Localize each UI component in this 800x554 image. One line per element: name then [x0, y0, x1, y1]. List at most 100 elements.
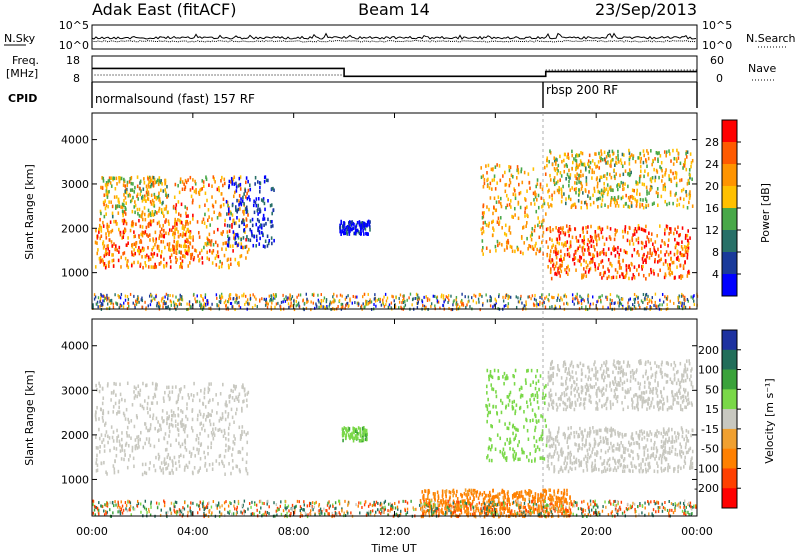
data-cell — [682, 166, 684, 170]
data-cell — [263, 201, 266, 206]
data-cell — [272, 208, 275, 212]
data-cell — [619, 301, 622, 305]
data-cell — [555, 252, 557, 257]
data-cell — [95, 461, 97, 465]
data-cell — [603, 392, 605, 396]
data-cell — [555, 181, 558, 185]
data-cell — [673, 276, 676, 280]
noise-sky-label: N.Sky — [4, 32, 36, 45]
data-cell — [182, 454, 185, 459]
data-cell — [489, 295, 491, 299]
data-cell — [556, 188, 559, 193]
data-cell — [666, 432, 669, 437]
data-cell — [593, 467, 596, 472]
data-cell — [554, 449, 556, 454]
data-cell — [666, 407, 669, 412]
data-cell — [617, 381, 620, 385]
data-cell — [651, 296, 653, 300]
data-cell — [379, 297, 382, 301]
data-cell — [342, 438, 344, 443]
data-cell — [165, 231, 167, 236]
data-cell — [102, 224, 105, 228]
data-cell — [490, 299, 492, 303]
data-cell — [398, 306, 400, 310]
data-cell — [133, 242, 136, 246]
data-cell — [122, 235, 125, 239]
data-cell — [172, 204, 175, 209]
data-cell — [157, 452, 160, 457]
data-cell — [442, 294, 445, 298]
data-cell — [366, 300, 368, 304]
data-cell — [495, 299, 498, 303]
data-cell — [116, 222, 118, 226]
data-cell — [148, 221, 151, 226]
data-cell — [285, 297, 288, 301]
data-cell — [497, 216, 500, 221]
data-cell — [599, 456, 602, 460]
data-cell — [120, 255, 122, 260]
data-cell — [101, 176, 103, 180]
data-cell — [104, 199, 106, 203]
data-cell — [156, 253, 159, 257]
data-cell — [608, 446, 611, 450]
data-cell — [594, 264, 597, 269]
data-cell — [165, 447, 168, 452]
data-cell — [587, 388, 590, 392]
data-cell — [180, 453, 182, 458]
data-cell — [238, 218, 241, 223]
data-cell — [607, 151, 609, 156]
data-cell — [657, 273, 659, 277]
data-cell — [500, 410, 503, 415]
data-cell — [325, 300, 328, 304]
data-cell — [196, 300, 198, 304]
data-cell — [502, 299, 505, 303]
data-cell — [662, 435, 664, 439]
data-cell — [167, 385, 170, 390]
data-cell — [605, 237, 608, 241]
data-cell — [355, 224, 357, 229]
data-cell — [238, 176, 241, 181]
data-cell — [572, 257, 574, 262]
data-cell — [238, 194, 241, 198]
data-cell — [495, 301, 497, 305]
data-cell — [299, 293, 302, 297]
data-cell — [144, 255, 147, 259]
data-cell — [218, 188, 220, 193]
data-cell — [633, 464, 636, 468]
data-cell — [580, 299, 583, 303]
data-cell — [617, 245, 619, 250]
data-cell — [583, 258, 585, 263]
data-cell — [667, 463, 670, 467]
data-cell — [349, 432, 352, 437]
data-cell — [627, 204, 630, 209]
freq-tick-bottom: 8 — [73, 72, 80, 85]
data-cell — [190, 452, 193, 456]
data-cell — [508, 228, 511, 233]
data-cell — [238, 392, 241, 396]
data-cell — [99, 217, 101, 222]
data-cell — [348, 427, 351, 431]
data-cell — [495, 248, 497, 253]
data-cell — [102, 299, 104, 303]
data-cell — [689, 446, 692, 451]
data-cell — [220, 297, 222, 301]
data-cell — [162, 264, 165, 268]
y-tick-label: 1000 — [61, 267, 89, 280]
data-cell — [566, 164, 569, 169]
data-cell — [349, 436, 351, 441]
data-cell — [179, 421, 182, 425]
data-cell — [149, 426, 152, 431]
data-cell — [185, 414, 187, 419]
data-cell — [639, 359, 642, 363]
data-cell — [265, 178, 268, 183]
data-cell — [585, 182, 588, 187]
data-cell — [145, 383, 147, 388]
data-cell — [608, 274, 610, 279]
data-cell — [175, 219, 177, 224]
data-cell — [533, 198, 535, 202]
data-cell — [639, 382, 642, 386]
data-cell — [123, 251, 126, 255]
data-cell — [577, 199, 580, 203]
data-cell — [610, 426, 613, 431]
data-cell — [358, 222, 361, 227]
